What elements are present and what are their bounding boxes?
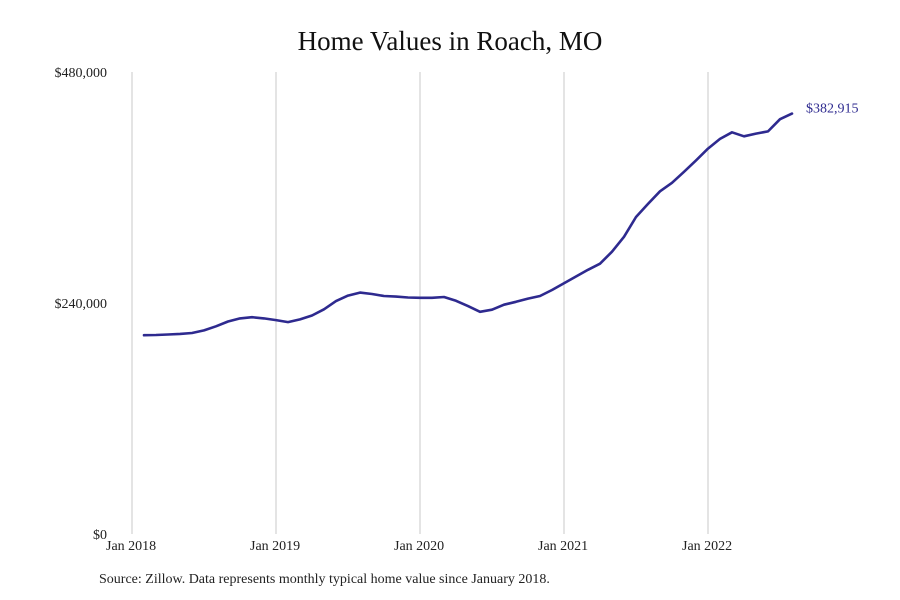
y-tick-label: $0 [93, 528, 107, 543]
y-axis-ticks: $0 $240,000 $480,000 [55, 66, 108, 543]
x-tick-label: Jan 2022 [682, 539, 732, 554]
y-tick-label: $240,000 [55, 297, 108, 312]
y-tick-label: $480,000 [55, 66, 108, 81]
series-line [142, 112, 794, 337]
x-tick-label: Jan 2018 [106, 539, 156, 554]
data-labels: $382,915 [806, 102, 859, 117]
chart-title: Home Values in Roach, MO [297, 26, 603, 56]
x-tick-label: Jan 2020 [394, 539, 444, 554]
gridlines [131, 72, 709, 534]
source-note: Source: Zillow. Data represents monthly … [99, 572, 550, 587]
x-tick-label: Jan 2019 [250, 539, 300, 554]
x-tick-label: Jan 2021 [538, 539, 588, 554]
end-value-label: $382,915 [806, 102, 859, 117]
x-axis-ticks: Jan 2018 Jan 2019 Jan 2020 Jan 2021 Jan 2022 [106, 539, 732, 554]
series-group [142, 112, 794, 337]
